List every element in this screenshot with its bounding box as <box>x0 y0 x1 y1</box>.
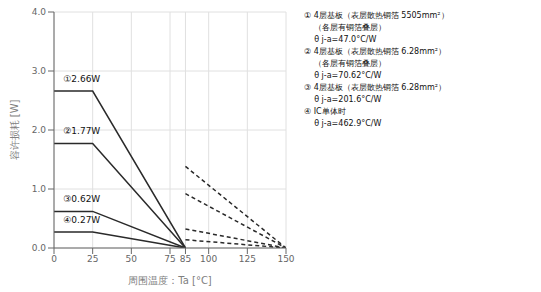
svg-text:85: 85 <box>180 254 191 264</box>
svg-text:125: 125 <box>239 254 256 264</box>
svg-text:50: 50 <box>126 254 138 264</box>
svg-text:周围温度：Ta [°C]: 周围温度：Ta [°C] <box>128 275 212 286</box>
svg-text:②1.77W: ②1.77W <box>63 126 100 136</box>
svg-text:150: 150 <box>277 254 294 264</box>
svg-text:4.0: 4.0 <box>32 7 47 17</box>
svg-text:3.0: 3.0 <box>32 66 47 76</box>
svg-text:①2.66W: ①2.66W <box>63 74 100 84</box>
svg-text:75: 75 <box>164 254 175 264</box>
svg-text:0: 0 <box>51 254 57 264</box>
svg-text:100: 100 <box>200 254 217 264</box>
svg-text:④0.27W: ④0.27W <box>63 215 100 225</box>
svg-text:容许损耗 [W]: 容许损耗 [W] <box>9 99 20 160</box>
svg-text:2.0: 2.0 <box>32 125 47 135</box>
svg-text:③0.62W: ③0.62W <box>63 194 100 204</box>
html-text:① 4层基板（表层散热铜箔 5505mm²） （各层有铜箔叠: ① 4层基板（表层散热铜箔 5505mm²） （各层有铜箔叠层） θ j-a=4… <box>304 11 449 128</box>
svg-text:25: 25 <box>87 254 98 264</box>
svg-text:0.0: 0.0 <box>32 243 47 253</box>
svg-text:1.0: 1.0 <box>32 184 47 194</box>
